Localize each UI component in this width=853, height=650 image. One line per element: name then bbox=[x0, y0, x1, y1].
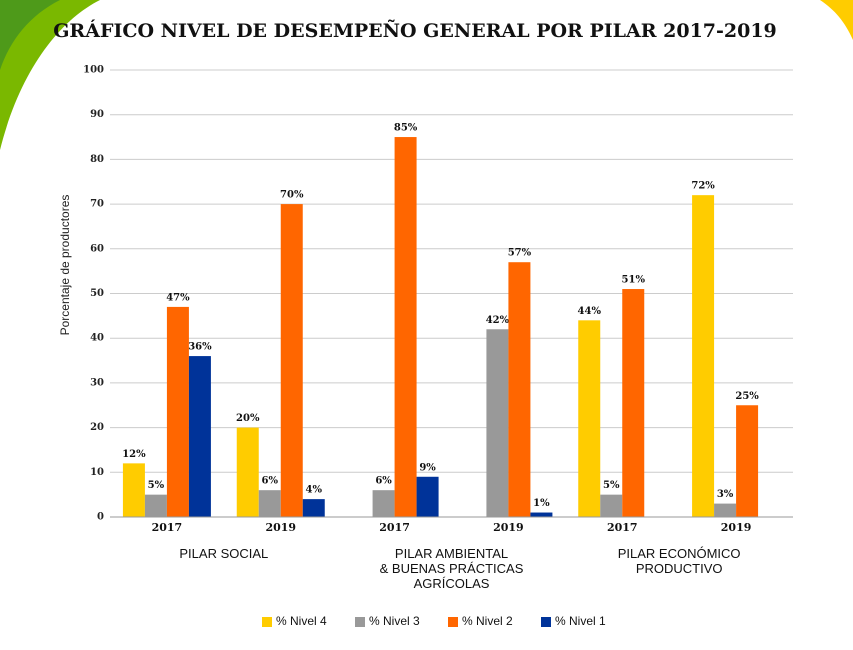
y-tick-label: 40 bbox=[90, 333, 104, 344]
x-tick-label: 2017 bbox=[379, 521, 410, 534]
data-label: 42% bbox=[486, 315, 510, 326]
group-label: PILAR AMBIENTAL & BUENAS PRÁCTICAS AGRÍC… bbox=[379, 546, 524, 591]
legend-label: % Nivel 1 bbox=[555, 614, 606, 628]
bar bbox=[394, 137, 417, 518]
data-label: 9% bbox=[419, 462, 436, 473]
corner-decoration bbox=[0, 0, 100, 150]
data-label: 70% bbox=[280, 190, 304, 201]
x-tick-label: 2019 bbox=[721, 521, 752, 534]
data-label: 6% bbox=[375, 476, 392, 487]
legend-swatch bbox=[541, 617, 551, 627]
bar bbox=[302, 499, 325, 517]
y-tick-label: 20 bbox=[90, 422, 104, 433]
bar bbox=[280, 204, 303, 517]
legend-label: % Nivel 2 bbox=[462, 614, 513, 628]
group-label: PILAR SOCIAL bbox=[179, 546, 269, 561]
bar bbox=[530, 512, 553, 517]
bar bbox=[122, 463, 145, 517]
data-label: 47% bbox=[166, 292, 190, 303]
x-tick-label: 2019 bbox=[493, 521, 524, 534]
legend-swatch bbox=[262, 617, 272, 627]
data-label: 51% bbox=[622, 275, 646, 286]
y-tick-label: 10 bbox=[90, 467, 104, 478]
x-tick-label: 2017 bbox=[152, 521, 183, 534]
data-label: 36% bbox=[188, 342, 212, 353]
data-label: 12% bbox=[122, 449, 146, 460]
corner-decoration bbox=[0, 0, 60, 70]
bar bbox=[144, 494, 167, 517]
x-tick-label: 2017 bbox=[607, 521, 638, 534]
x-tick-label: 2019 bbox=[265, 521, 296, 534]
bar bbox=[622, 289, 645, 517]
bar bbox=[372, 490, 395, 517]
data-label: 1% bbox=[533, 498, 550, 509]
y-tick-label: 30 bbox=[90, 377, 104, 388]
data-label: 72% bbox=[691, 181, 715, 192]
bar bbox=[578, 320, 601, 517]
bar bbox=[416, 476, 439, 517]
data-label: 20% bbox=[236, 413, 260, 424]
legend-label: % Nivel 4 bbox=[276, 614, 327, 628]
y-tick-label: 70 bbox=[90, 199, 104, 210]
y-tick-label: 100 bbox=[83, 65, 104, 76]
legend-swatch bbox=[355, 617, 365, 627]
y-tick-label: 80 bbox=[90, 154, 104, 165]
data-label: 6% bbox=[262, 476, 279, 487]
y-tick-label: 0 bbox=[97, 512, 104, 523]
bar bbox=[236, 427, 259, 517]
bar bbox=[714, 503, 737, 517]
bar bbox=[600, 494, 623, 517]
data-label: 5% bbox=[148, 480, 165, 491]
data-label: 25% bbox=[735, 391, 759, 402]
data-label: 57% bbox=[508, 248, 532, 259]
data-label: 4% bbox=[306, 485, 323, 496]
bar bbox=[736, 405, 759, 517]
data-label: 85% bbox=[394, 123, 418, 134]
bar bbox=[692, 195, 715, 517]
data-label: 3% bbox=[717, 489, 734, 500]
y-tick-label: 90 bbox=[90, 109, 104, 120]
corner-decoration bbox=[820, 0, 853, 40]
bar bbox=[486, 329, 509, 517]
bar bbox=[166, 306, 189, 517]
y-tick-label: 50 bbox=[90, 288, 104, 299]
y-tick-label: 60 bbox=[90, 243, 104, 254]
y-axis-label: Porcentaje de productores bbox=[58, 195, 72, 336]
bar bbox=[258, 490, 281, 517]
legend-swatch bbox=[448, 617, 458, 627]
group-label: PILAR ECONÓMICO PRODUCTIVO bbox=[617, 546, 741, 576]
chart-title: GRÁFICO NIVEL DE DESEMPEÑO GENERAL POR P… bbox=[53, 19, 777, 42]
data-label: 44% bbox=[578, 306, 602, 317]
bar bbox=[508, 262, 531, 517]
data-label: 5% bbox=[603, 480, 620, 491]
legend-label: % Nivel 3 bbox=[369, 614, 420, 628]
bar bbox=[188, 356, 211, 517]
